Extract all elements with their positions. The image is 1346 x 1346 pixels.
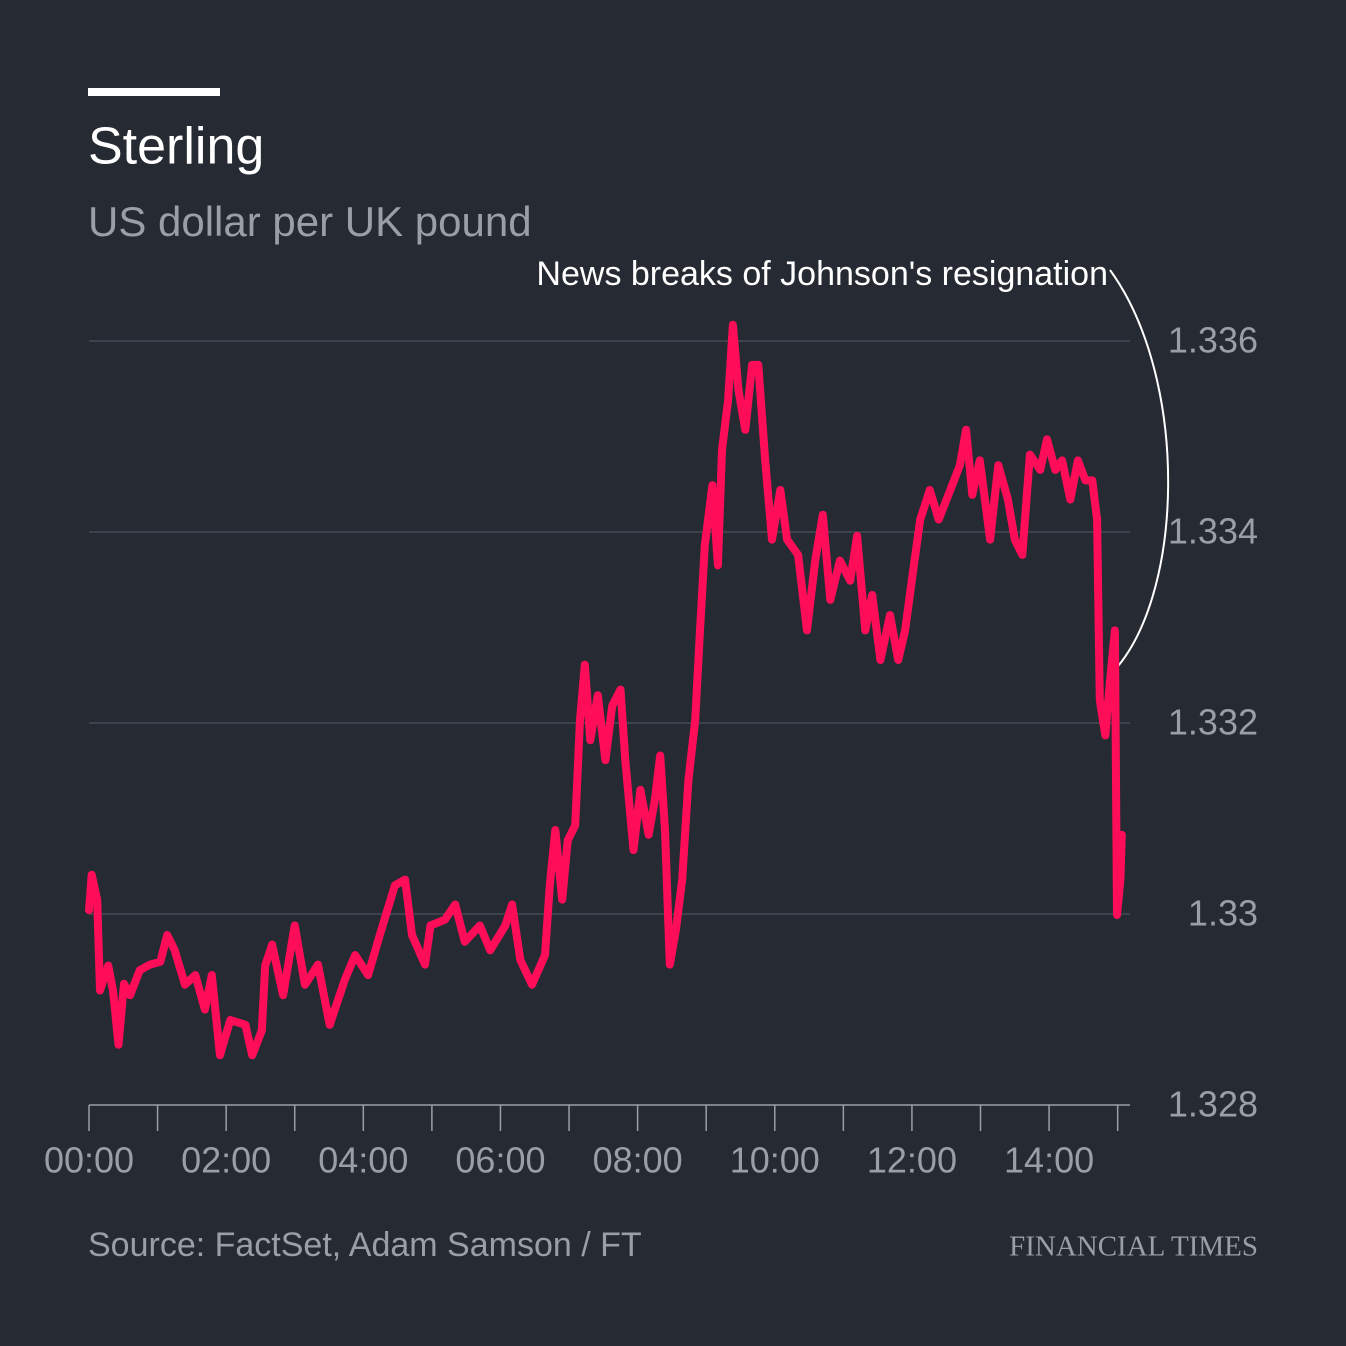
brand: FINANCIAL TIMES [1009,1231,1258,1263]
x-tick-label: 14:00 [1004,1140,1094,1181]
y-tick-label: 1.334 [1168,511,1258,552]
annotation: News breaks of Johnson's resignation [536,255,1108,293]
x-tick-label: 12:00 [867,1140,957,1181]
chart-title: Sterling [88,118,264,176]
x-tick-label: 00:00 [44,1140,134,1181]
annotation-connector [1109,269,1170,676]
x-tick-label: 08:00 [593,1140,683,1181]
x-tick-label: 06:00 [455,1140,545,1181]
x-tick-label: 10:00 [730,1140,820,1181]
y-tick-label: 1.332 [1168,702,1258,743]
y-tick-label: 1.33 [1188,893,1258,934]
price-line [85,320,1126,1060]
title-bar [88,88,220,96]
y-tick-label: 1.336 [1168,320,1258,361]
chart-subtitle: US dollar per UK pound [88,198,532,245]
y-tick-label: 1.328 [1168,1084,1258,1125]
x-tick-label: 04:00 [318,1140,408,1181]
x-tick-label: 02:00 [181,1140,271,1181]
source: Source: FactSet, Adam Samson / FT [88,1226,642,1264]
